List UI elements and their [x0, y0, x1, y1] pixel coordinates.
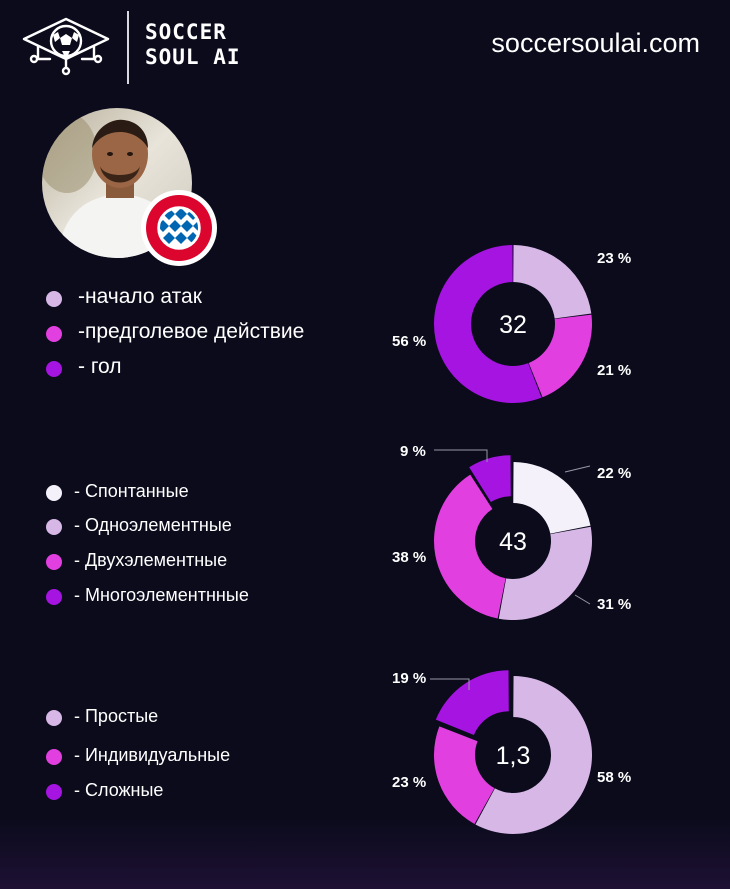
slice-percent-label: 31 % [597, 596, 631, 613]
legend-dot-purple [46, 589, 62, 605]
site-url[interactable]: soccersoulai.com [491, 28, 700, 58]
donut-slice [475, 676, 592, 835]
soccer-ball-graduation-cap-icon [22, 17, 110, 76]
slice-percent-label: 38 % [392, 549, 426, 566]
donut-slice [469, 455, 511, 503]
leader-line [430, 678, 470, 690]
slice-percent-label: 56 % [392, 333, 426, 350]
donut-center-value: 43 [499, 528, 527, 556]
legend-label: - Индивидуальные [74, 745, 231, 765]
legend-label: - Многоэлементнные [74, 585, 249, 605]
leader-line [434, 449, 488, 462]
legend-label: - гол [78, 355, 122, 378]
donut-slice [433, 726, 495, 824]
legend-label: - Двухэлементные [74, 550, 228, 570]
donut-slice [513, 245, 592, 319]
logo-divider [127, 11, 129, 84]
donut-slice [528, 314, 592, 398]
slice-percent-label: 9 % [400, 443, 426, 460]
bottom-gradient [0, 819, 730, 889]
leader-line [574, 594, 591, 605]
legend-label: - Сложные [74, 780, 164, 800]
slice-percent-label: 19 % [392, 670, 426, 687]
slice-percent-label: 22 % [597, 465, 631, 482]
slice-percent-label: 23 % [597, 250, 631, 267]
brand-logo-text: SOCCER SOUL AI [145, 20, 241, 70]
donut-slice [498, 526, 593, 621]
header: SOCCER SOUL AI soccersoulai.com [0, 0, 730, 95]
brand-line-1: SOCCER [145, 20, 227, 44]
donut-slice [513, 462, 591, 534]
donut-slice [435, 670, 509, 735]
legend-dot-white [46, 485, 62, 501]
legend-label: -начало атак [78, 285, 202, 308]
legend-dot-light [46, 291, 62, 307]
legend-dot-purple [46, 361, 62, 377]
legend-dot-pink [46, 749, 62, 765]
donut-center-value: 32 [499, 311, 527, 339]
legend-label: - Одноэлементные [74, 515, 232, 535]
legend-label: - Спонтанные [74, 481, 189, 501]
donut-center-value: 1,3 [496, 742, 531, 770]
legend-label: -предголевое действие [78, 320, 305, 343]
legend-dot-pink [46, 326, 62, 342]
donut-slice [434, 474, 506, 619]
brand-line-2: SOUL AI [145, 45, 241, 69]
slice-percent-label: 23 % [392, 774, 426, 791]
legend-label: - Простые [74, 706, 159, 726]
legend-dot-light [46, 710, 62, 726]
leader-line [564, 465, 591, 473]
slice-percent-label: 58 % [597, 769, 631, 786]
fc-bayern-badge-icon [141, 190, 217, 266]
donut-slice [434, 245, 542, 403]
legend-dot-purple [46, 784, 62, 800]
slice-percent-label: 21 % [597, 362, 631, 379]
legend-dot-light [46, 519, 62, 535]
legend-dot-pink [46, 554, 62, 570]
